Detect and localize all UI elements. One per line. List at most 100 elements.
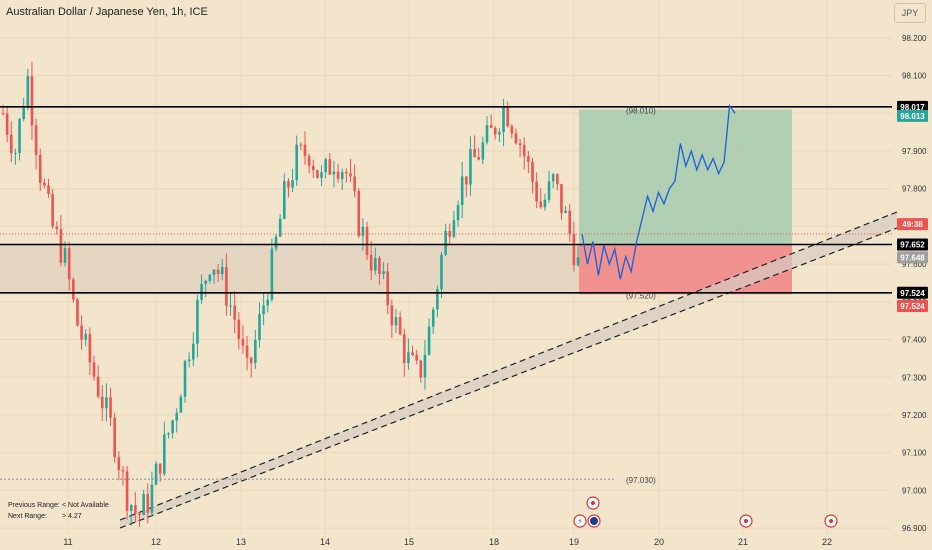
- candle-body: [369, 254, 373, 271]
- candle-body: [134, 505, 137, 514]
- channel-fill: [120, 212, 897, 528]
- candle-body: [38, 154, 42, 183]
- candle-body: [154, 463, 158, 485]
- candle-body: [167, 433, 170, 435]
- candle-body: [485, 125, 489, 143]
- candle-body: [568, 210, 572, 234]
- candle-body: [502, 106, 505, 132]
- level-annotation: (97.520): [626, 291, 656, 300]
- candle-body: [539, 201, 543, 208]
- trendline-lower: [119, 227, 898, 529]
- candle-body: [43, 182, 46, 186]
- candle-body: [51, 194, 54, 227]
- candle-body: [5, 113, 9, 135]
- candle-body: [336, 171, 340, 179]
- candle-body: [220, 267, 224, 275]
- candle-body: [498, 131, 501, 135]
- y-tick-label: 97.300: [902, 373, 927, 382]
- candle-body: [518, 143, 522, 146]
- lightning-icon[interactable]: [573, 514, 587, 528]
- candle-body: [427, 326, 431, 355]
- y-tick-label: 97.400: [902, 336, 927, 345]
- candle-body: [158, 463, 162, 474]
- candle-body: [547, 181, 551, 200]
- candle-body: [473, 149, 476, 158]
- candle-body: [84, 333, 88, 340]
- candle-body: [514, 133, 518, 144]
- take-profit-zone: [579, 109, 792, 245]
- candle-body: [316, 170, 319, 178]
- candle-body: [125, 471, 129, 511]
- candle-body: [179, 396, 183, 413]
- candle-body: [311, 165, 315, 171]
- candle-body: [440, 254, 443, 290]
- candle-body: [436, 289, 439, 310]
- candle-body: [444, 230, 447, 255]
- axis-price-badge: 97.524: [900, 302, 925, 311]
- candle-body: [30, 76, 34, 126]
- candle-body: [535, 181, 538, 202]
- candle-body: [460, 176, 464, 206]
- candle-body: [481, 142, 485, 160]
- candle-body: [76, 299, 79, 326]
- y-tick-label: 98.100: [902, 72, 927, 81]
- candle-body: [493, 127, 497, 135]
- x-tick-label: 21: [738, 537, 748, 547]
- candle-body: [171, 420, 174, 434]
- candle-body: [357, 191, 361, 236]
- candle-body: [191, 343, 195, 360]
- axis-price-badge: 98.013: [900, 112, 925, 121]
- axis-price-badge-bg: [897, 251, 928, 264]
- y-tick-label: 98.200: [902, 34, 927, 43]
- candle-body: [1, 113, 5, 115]
- candle-body: [105, 397, 108, 409]
- y-tick-label: 97.100: [902, 449, 927, 458]
- candle-body: [254, 339, 257, 364]
- candle-body: [564, 210, 567, 213]
- candle-body: [506, 106, 509, 127]
- candle-body: [489, 125, 493, 128]
- candle-body: [365, 226, 369, 255]
- x-tick-label: 11: [63, 537, 72, 547]
- candle-body: [390, 305, 394, 326]
- currency-button[interactable]: JPY: [894, 3, 926, 23]
- candle-body: [47, 185, 50, 195]
- level-price-badge: 97.524: [900, 289, 925, 298]
- candle-body: [187, 359, 191, 362]
- x-tick-label: 20: [654, 537, 664, 547]
- level-price-badge-bg: [897, 100, 928, 113]
- candle-body: [477, 157, 481, 160]
- candle-body: [212, 269, 216, 275]
- candle-body: [22, 107, 25, 120]
- candle-body: [452, 220, 456, 237]
- candle-body: [551, 174, 555, 182]
- target-icon-dot: [744, 519, 748, 523]
- candle-body: [200, 284, 203, 300]
- level-price-badge-bg: [897, 286, 928, 299]
- axis-price-badge: 49:38: [902, 220, 923, 229]
- candle-body: [431, 309, 435, 327]
- next-range-label: Next Range:: [8, 513, 47, 520]
- candle-body: [361, 226, 365, 236]
- candle-body: [34, 125, 38, 155]
- candle-body: [274, 236, 278, 249]
- candle-body: [266, 299, 270, 306]
- candle-body: [249, 357, 253, 364]
- candle-body: [340, 172, 344, 179]
- candle-body: [55, 226, 59, 230]
- x-tick-label: 22: [822, 537, 832, 547]
- candle-body: [63, 248, 67, 263]
- candle-body: [18, 119, 21, 153]
- candle-body: [100, 396, 104, 409]
- candle-body: [117, 457, 121, 470]
- x-tick-label: 18: [489, 537, 499, 547]
- candle-body: [423, 354, 427, 378]
- candle-body: [146, 493, 150, 513]
- projection-path: [581, 103, 736, 280]
- candle-body: [88, 333, 92, 363]
- candle-body: [138, 513, 141, 515]
- candle-body: [278, 218, 282, 237]
- target-icon-dot: [829, 519, 833, 523]
